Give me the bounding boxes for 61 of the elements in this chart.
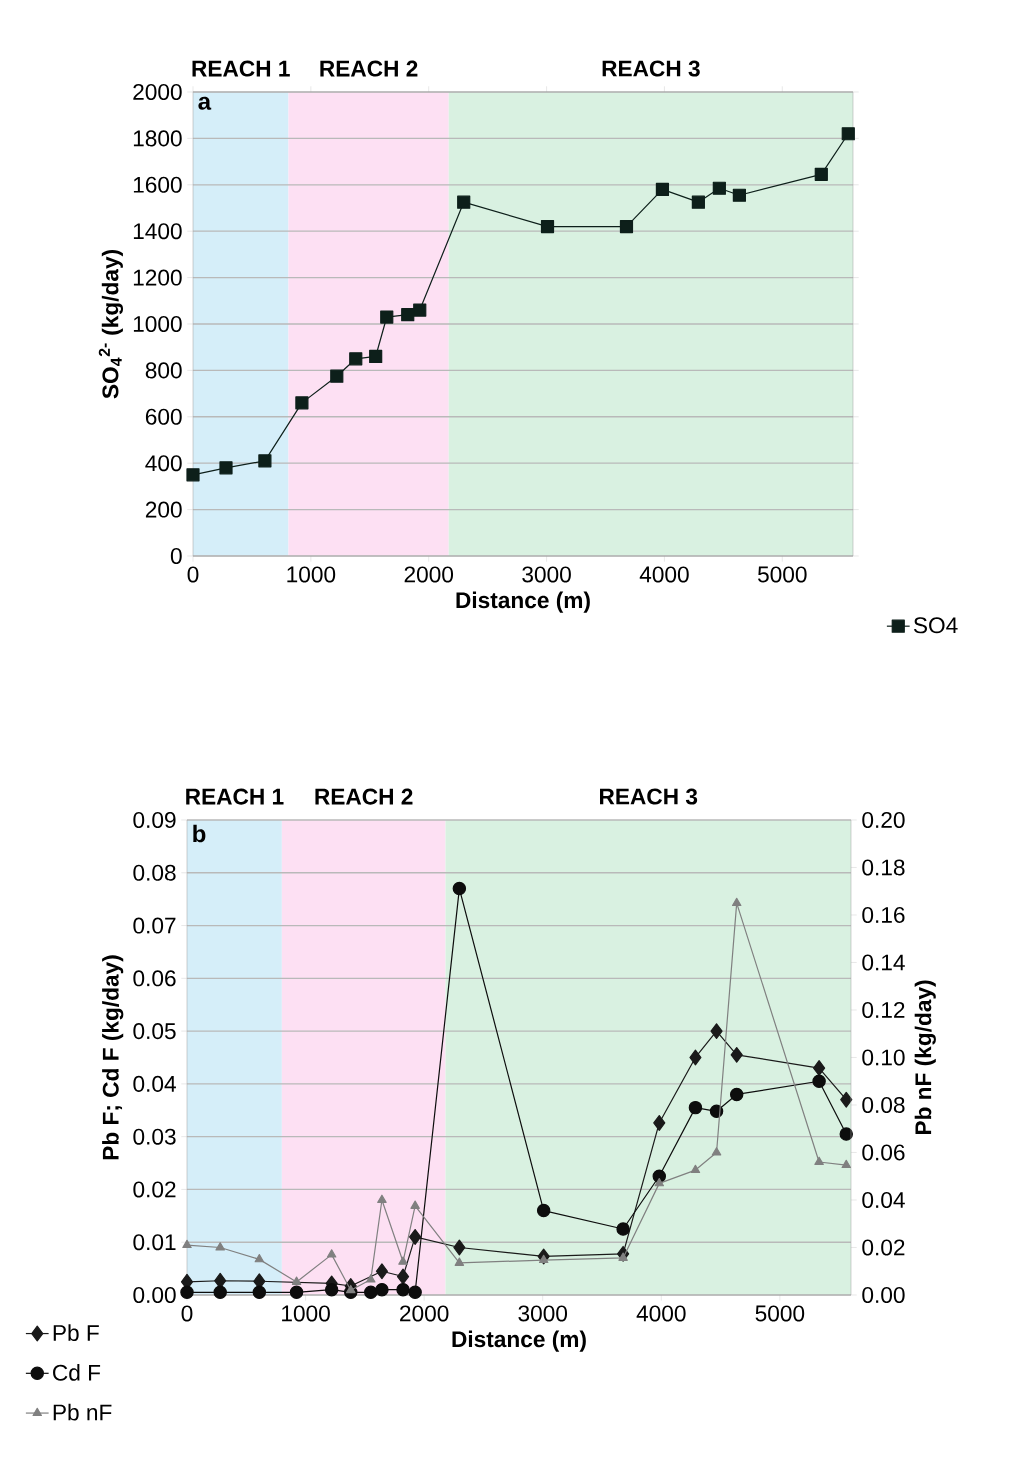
legend-label: Cd F xyxy=(53,1364,101,1381)
y-tick-label: 0.01 xyxy=(133,1234,176,1251)
y2-tick-label: 0.02 xyxy=(862,1239,905,1256)
y-tick-label: 1400 xyxy=(133,223,182,240)
x-tick-label: 4000 xyxy=(639,566,689,583)
x-tick-label: 5000 xyxy=(757,566,807,583)
y-tick-label: 400 xyxy=(145,455,182,472)
y2-tick-label: 0.14 xyxy=(862,954,905,971)
y2-tick-label: 0.18 xyxy=(862,859,905,876)
y-tick-label: 0 xyxy=(170,547,182,565)
band-label: REACH 2 xyxy=(320,60,418,77)
x-tick-label: 1000 xyxy=(282,1305,330,1322)
x-tick-label: 1000 xyxy=(287,566,336,583)
band-label: REACH 3 xyxy=(602,60,700,77)
x-axis-title: Distance (m) xyxy=(452,1330,586,1352)
y2-tick-label: 0.08 xyxy=(862,1096,905,1114)
legend-label: Pb F xyxy=(53,1324,99,1341)
band-label: REACH 1 xyxy=(186,788,284,805)
y-tick-label: 200 xyxy=(145,501,182,518)
x-tick-label: 5000 xyxy=(755,1305,805,1322)
y-axis-title: SO$_{4}$$^{2-}$ (kg/day) xyxy=(98,250,124,399)
x-axis-title: Distance (m) xyxy=(456,591,590,613)
y-tick-label: 0.06 xyxy=(133,970,176,987)
y2-axis-title: Pb nF (kg/day) xyxy=(914,980,936,1135)
band-label: REACH 3 xyxy=(600,788,698,805)
band-label: REACH 2 xyxy=(315,788,413,805)
y-tick-label: 0.04 xyxy=(133,1075,176,1092)
chart-title: b xyxy=(193,824,206,843)
y-tick-label: 800 xyxy=(145,362,182,379)
y2-tick-label: 0.20 xyxy=(862,811,905,829)
y-tick-label: 1800 xyxy=(133,130,182,147)
y2-tick-label: 0.06 xyxy=(862,1144,905,1161)
x-tick-label: 3000 xyxy=(518,1305,568,1322)
y-tick-label: 0.03 xyxy=(133,1128,176,1145)
y2-tick-label: 0.16 xyxy=(862,906,905,924)
y-tick-label: 1600 xyxy=(133,176,182,193)
x-tick-label: 2000 xyxy=(404,566,454,583)
band-label: REACH 1 xyxy=(192,60,290,77)
y2-tick-label: 0.04 xyxy=(862,1191,905,1209)
y-tick-label: 0.00 xyxy=(133,1286,176,1304)
x-tick-label: 4000 xyxy=(636,1305,686,1322)
y2-tick-label: 0.12 xyxy=(862,1001,905,1019)
y2-tick-label: 0.10 xyxy=(862,1049,905,1066)
x-tick-label: 0 xyxy=(181,1305,193,1322)
legend-label: Pb nF xyxy=(53,1403,112,1421)
y-tick-label: 1000 xyxy=(133,315,182,333)
y-tick-label: 0.08 xyxy=(133,864,176,881)
legend-label: SO4 xyxy=(913,617,958,634)
x-tick-label: 2000 xyxy=(400,1305,449,1322)
y-tick-label: 0.07 xyxy=(133,917,176,934)
y2-tick-label: 0.00 xyxy=(862,1286,905,1304)
y-tick-label: 600 xyxy=(145,408,182,425)
chart-title: a xyxy=(198,96,212,110)
x-tick-label: 0 xyxy=(187,566,199,583)
y-tick-label: 0.05 xyxy=(133,1023,176,1040)
y-tick-label: 0.09 xyxy=(133,811,176,829)
y-tick-label: 0.02 xyxy=(133,1181,176,1198)
y-tick-label: 2000 xyxy=(133,83,182,101)
y-axis-title: Pb F; Cd F (kg/day) xyxy=(102,955,124,1160)
y-tick-label: 1200 xyxy=(133,269,182,286)
x-tick-label: 3000 xyxy=(522,566,571,583)
